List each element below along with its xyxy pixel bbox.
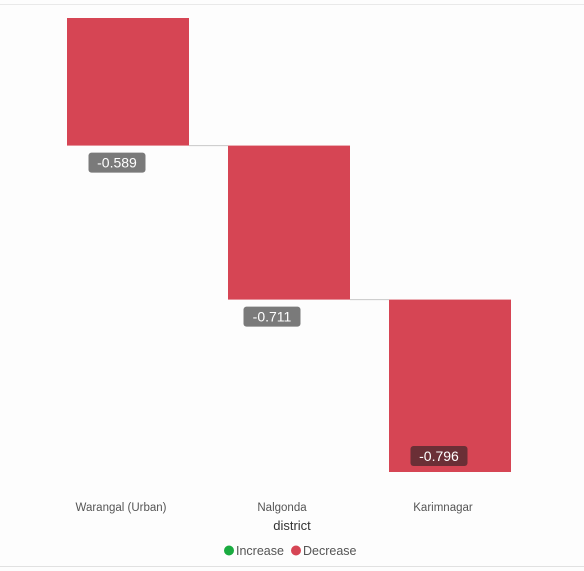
data-label-value: -0.589 [97,155,137,171]
data-label: -0.796 [410,446,468,466]
data-labels-layer: -0.589 -0.711 -0.796 [88,152,468,466]
legend-increase-marker [224,545,234,556]
category-labels-layer: Warangal (Urban) Nalgonda Karimnagar [76,502,473,514]
connectors-layer [189,145,389,301]
category-tick-label: Nalgonda [257,502,307,514]
legend-increase-label: Increase [236,544,284,558]
legend: Increase Decrease [224,544,357,558]
category-tick-label: Warangal (Urban) [76,502,167,514]
data-label-background [88,152,146,173]
bar-nalgonda [228,145,350,300]
bottom-border [0,566,584,567]
bars-layer [67,18,511,472]
data-label-value: -0.711 [253,309,292,325]
bar-warangal-urban [67,18,189,146]
data-label-background [410,446,468,466]
x-axis-title: district [273,518,311,533]
data-label-background [243,306,301,327]
top-border [0,4,584,5]
data-label-value: -0.796 [419,448,459,464]
data-label: -0.711 [243,306,301,327]
data-label: -0.589 [88,152,146,173]
category-tick-label: Karimnagar [413,502,473,514]
legend-decrease-marker [291,545,301,556]
bar-karimnagar [389,299,511,472]
legend-decrease-label: Decrease [303,544,357,558]
